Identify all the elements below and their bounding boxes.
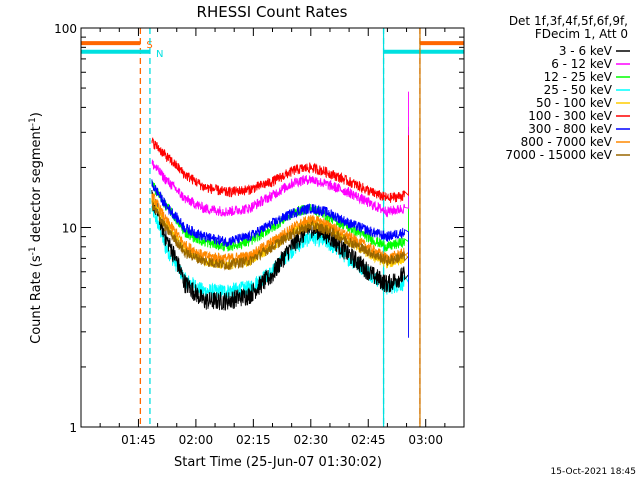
- series-line-8: [151, 126, 409, 271]
- y-tick-label: 100: [54, 22, 77, 36]
- y-tick-label: 10: [62, 222, 77, 236]
- footer-timestamp: 15-Oct-2021 18:45: [551, 467, 636, 477]
- legend-entry-label: 12 - 25 keV: [544, 70, 613, 84]
- x-tick-label: 01:45: [121, 433, 156, 447]
- attenuator-flags: SN: [81, 28, 464, 427]
- x-tick-label: 02:00: [179, 433, 214, 447]
- x-tick-label: 02:45: [351, 433, 386, 447]
- x-tick-label: 03:00: [408, 433, 443, 447]
- y-tick-label: 1: [69, 421, 77, 435]
- legend-entry-label: 50 - 100 keV: [536, 96, 613, 110]
- series-layer: [151, 91, 409, 338]
- legend-entry-label: 800 - 7000 keV: [521, 135, 613, 149]
- legend-entry-label: 7000 - 15000 keV: [505, 148, 612, 162]
- legend-entry-label: 25 - 50 keV: [544, 83, 613, 97]
- legend-entry-label: 300 - 800 keV: [528, 122, 612, 136]
- x-axis: 01:45 02:00 02:15 02:30 02:45 03:00: [99, 28, 446, 447]
- legend: Det 1f,3f,4f,5f,6f,9f, FDecim 1, Att 0 3…: [505, 14, 630, 162]
- x-axis-label: Start Time (25-Jun-07 01:30:02): [174, 455, 382, 470]
- series-line-5: [151, 135, 409, 203]
- x-tick-label: 02:30: [294, 433, 329, 447]
- series-line-7: [151, 129, 409, 264]
- legend-entry-label: 3 - 6 keV: [559, 44, 613, 58]
- series-line-1: [151, 91, 409, 218]
- legend-header-line-1: Det 1f,3f,4f,5f,6f,9f,: [509, 14, 628, 28]
- y-axis: 1 10 100: [54, 22, 464, 435]
- flag-label: N: [156, 49, 163, 60]
- series-line-0: [151, 151, 409, 311]
- flag-label: S: [146, 40, 152, 51]
- legend-entry-label: 6 - 12 keV: [551, 57, 613, 71]
- legend-header-line-2: FDecim 1, Att 0: [535, 27, 628, 41]
- y-axis-label: Count Rate (s-1 detector segment-1): [28, 112, 44, 344]
- legend-entry-label: 100 - 300 keV: [528, 109, 612, 123]
- series-line-6: [151, 179, 409, 338]
- x-tick-label: 02:15: [236, 433, 271, 447]
- chart-title: RHESSI Count Rates: [197, 3, 348, 21]
